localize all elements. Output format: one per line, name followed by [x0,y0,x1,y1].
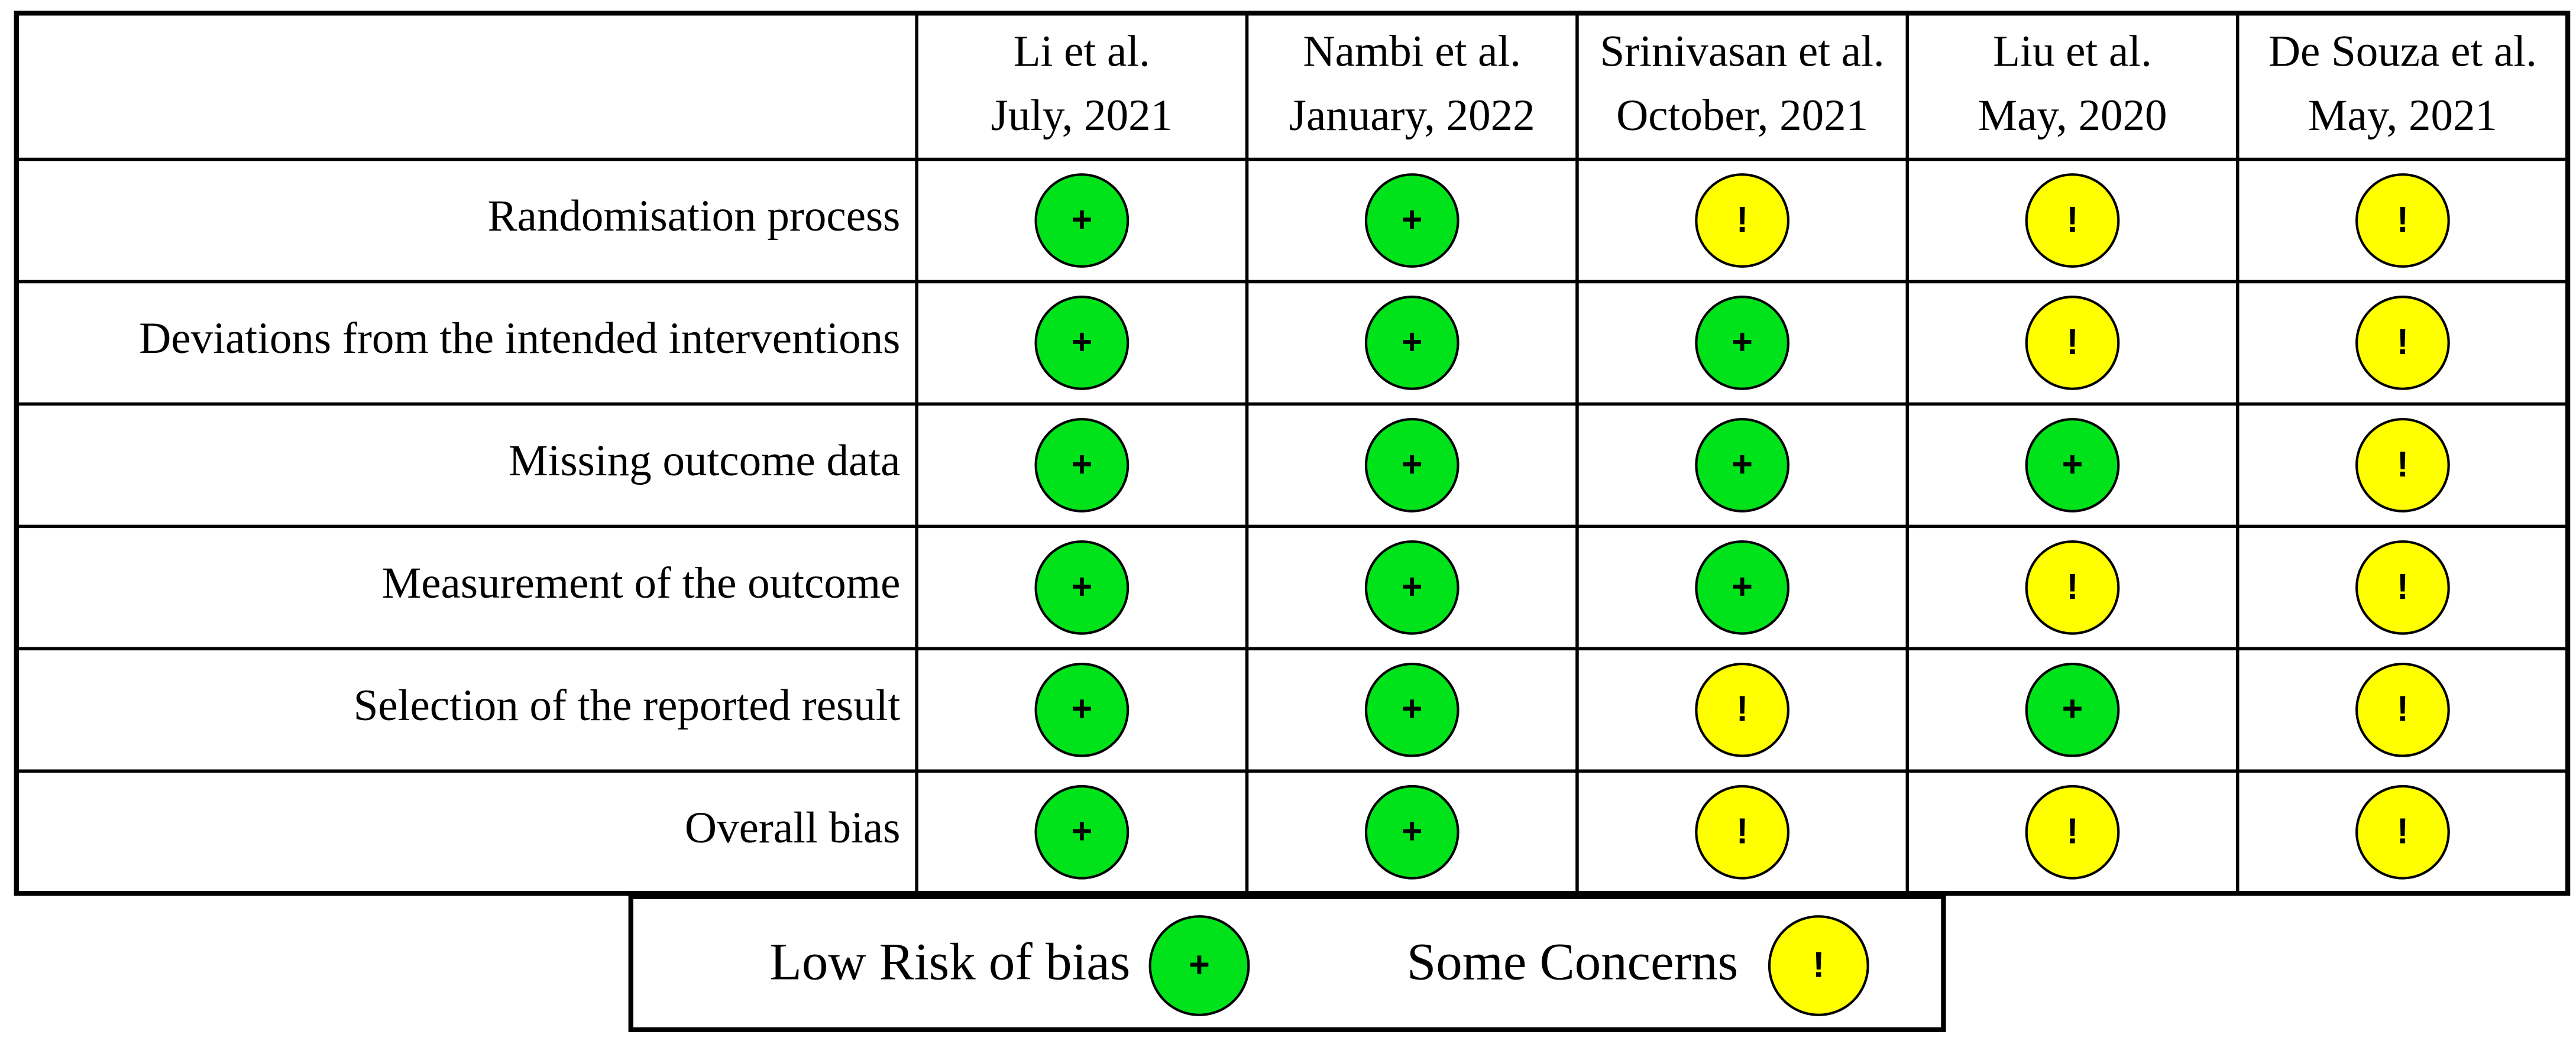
judgment-circle [2355,784,2450,880]
legend-frame [628,894,1946,1032]
judgment-circle [1695,540,1789,635]
judgment-circle [1695,784,1789,880]
judgment-symbol: ! [2066,811,2078,851]
study-name: Nambi et al. [1303,27,1521,76]
judgment-circle [1364,540,1459,635]
judgment-symbol: ! [2397,199,2409,239]
judgment-circle [2025,540,2120,635]
study-name: Liu et al. [1993,27,2152,76]
judgment-symbol: + [1402,444,1423,484]
judgment-symbol: ! [2397,322,2409,362]
judgment-circle [2025,784,2120,880]
judgment-circle [2025,173,2120,268]
judgment-circle [2355,418,2450,513]
judgment-symbol: + [1402,689,1423,729]
judgment-circle [1364,784,1459,880]
judgment-symbol: ! [2397,444,2409,484]
judgment-symbol: + [1072,689,1093,729]
judgment-symbol: + [1732,444,1753,484]
judgment-circle [1695,173,1789,268]
judgment-circle [1034,662,1130,757]
domain-label: Deviations from the intended interventio… [139,314,900,363]
judgment-circle [1364,662,1459,757]
judgment-symbol: ! [1736,811,1748,851]
domain-label: Randomisation process [488,192,901,241]
judgment-circle [2355,173,2450,268]
study-date: May, 2021 [2308,91,2497,140]
judgment-circle [1364,418,1459,513]
judgment-circle [1034,418,1130,513]
judgment-symbol: + [1072,444,1093,484]
judgment-symbol: ! [2397,566,2409,607]
judgment-symbol: + [1732,322,1753,362]
legend-label: Low Risk of bias [770,933,1131,991]
judgment-circle [1364,173,1459,268]
legend-circle [1768,915,1869,1016]
legend-symbol: ! [1813,944,1824,984]
judgment-symbol: + [1402,322,1423,362]
judgment-circle [1695,662,1789,757]
legend-symbol: + [1189,944,1210,984]
legend-circle [1148,915,1250,1016]
judgment-circle [2355,540,2450,635]
judgment-symbol: + [1402,566,1423,607]
study-date: July, 2021 [991,91,1173,140]
judgment-circle [2025,296,2120,390]
domain-label: Overall bias [685,803,900,852]
judgment-circle [2025,662,2120,757]
domain-label: Selection of the reported result [354,681,901,730]
domain-label: Measurement of the outcome [382,559,901,608]
judgment-symbol: + [1072,811,1093,851]
judgment-symbol: + [1072,199,1093,239]
judgment-symbol: ! [2066,199,2078,239]
judgment-symbol: ! [2397,689,2409,729]
study-name: Li et al. [1014,27,1150,76]
table-frame [14,11,2571,896]
study-date: January, 2022 [1289,91,1535,140]
judgment-circle [1034,296,1130,390]
judgment-symbol: ! [2066,566,2078,607]
study-date: May, 2020 [1978,91,2167,140]
judgment-symbol: + [1072,566,1093,607]
judgment-symbol: + [1072,322,1093,362]
legend-label: Some Concerns [1407,933,1738,991]
judgment-circle [1364,296,1459,390]
domain-label: Missing outcome data [509,436,900,485]
judgment-symbol: + [1402,811,1423,851]
judgment-circle [1034,784,1130,880]
judgment-circle [2355,296,2450,390]
judgment-circle [1034,540,1130,635]
study-name: Srinivasan et al. [1600,27,1885,76]
judgment-circle [1034,173,1130,268]
judgment-symbol: + [2062,689,2083,729]
judgment-circle [2355,662,2450,757]
judgment-circle [1695,418,1789,513]
judgment-symbol: + [1732,566,1753,607]
judgment-symbol: + [1402,199,1423,239]
judgment-circle [1695,296,1789,390]
judgment-symbol: ! [1736,689,1748,729]
judgment-symbol: ! [1736,199,1748,239]
judgment-circle [2025,418,2120,513]
study-name: De Souza et al. [2268,27,2537,76]
judgment-symbol: + [2062,444,2083,484]
study-date: October, 2021 [1616,91,1868,140]
judgment-symbol: ! [2066,322,2078,362]
judgment-symbol: ! [2397,811,2409,851]
